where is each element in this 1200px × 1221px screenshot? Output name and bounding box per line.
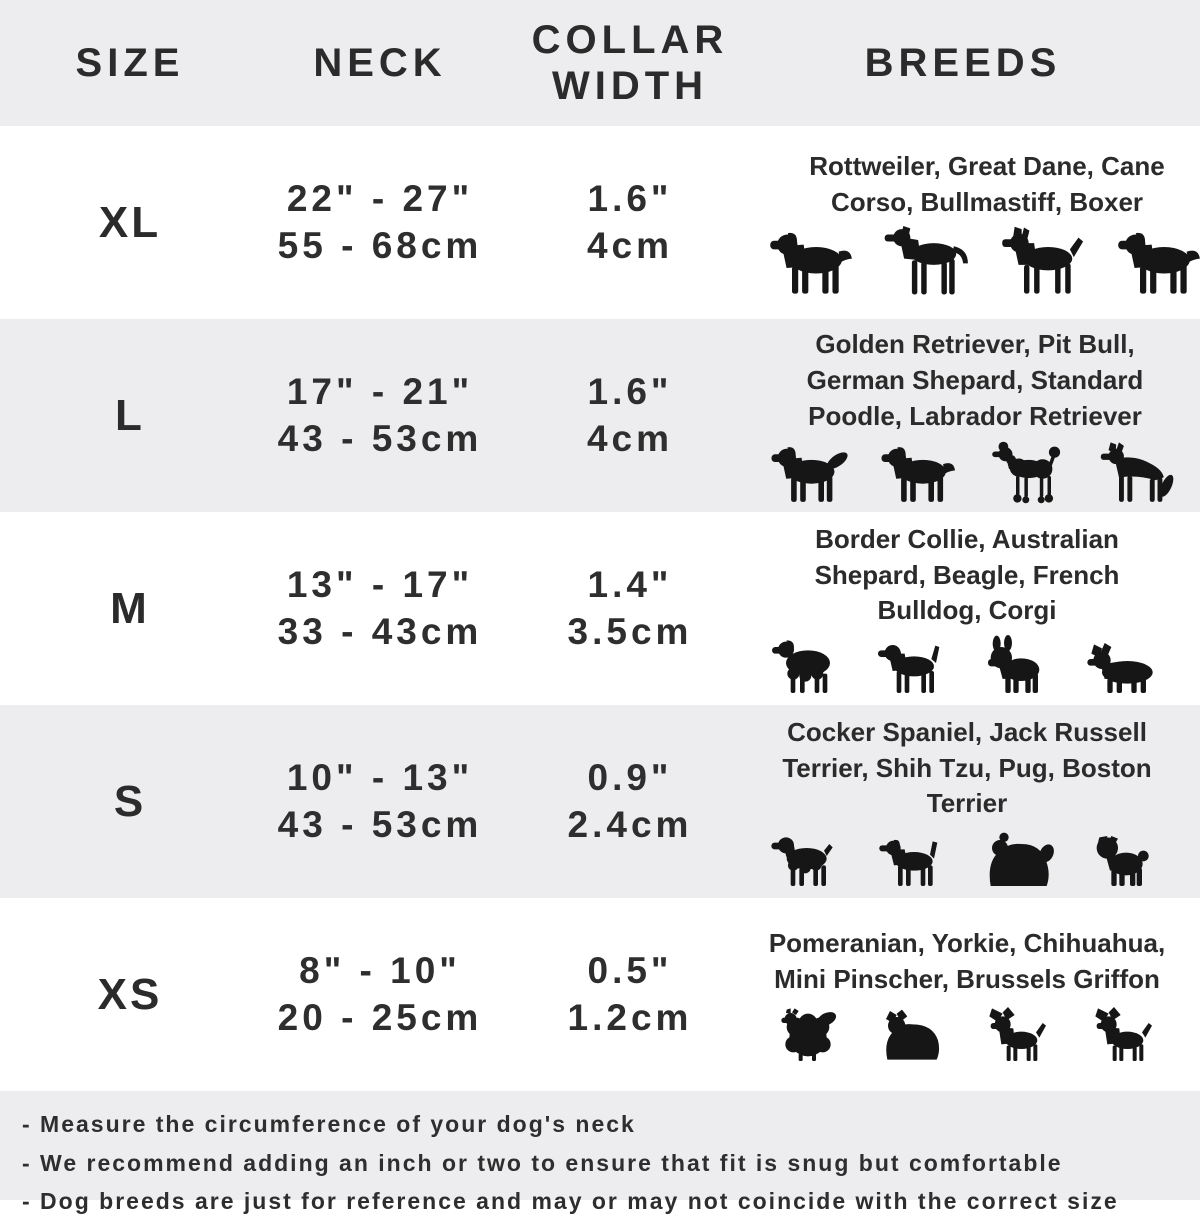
min-pinscher-icon	[1078, 1003, 1174, 1063]
column-header-neck: NECK	[313, 41, 447, 85]
pug-icon	[1078, 828, 1174, 888]
neck-cm: 43 - 53cm	[277, 417, 483, 459]
size-label: XS	[97, 969, 163, 1019]
neck-cm: 33 - 43cm	[277, 610, 483, 652]
collar-width-inches: 1.4"	[587, 564, 673, 606]
column-header-collar-width: COLLAR WIDTH	[531, 18, 729, 108]
breed-names: Golden Retriever, Pit Bull, German Shepa…	[806, 329, 1144, 431]
collar-width: 1.6" 4cm	[500, 176, 760, 269]
collar-width: 1.4" 3.5cm	[500, 562, 760, 655]
neck-range: 10" - 13" 43 - 53cm	[260, 755, 500, 848]
breed-names: Pomeranian, Yorkie, Chihuahua, Mini Pins…	[768, 927, 1166, 994]
collar-width-inches: 1.6"	[587, 371, 673, 413]
table-row-l: L 17" - 21" 43 - 53cm 1.6" 4cm Golden Re…	[0, 319, 1200, 512]
french-bulldog-icon	[972, 635, 1068, 695]
collar-width: 0.9" 2.4cm	[500, 755, 760, 848]
bullmastiff-icon	[1108, 226, 1200, 296]
neck-inches: 10" - 13"	[286, 757, 474, 799]
table-header: SIZE NECK COLLAR WIDTH BREEDS	[0, 0, 1200, 126]
neck-cm: 20 - 25cm	[277, 996, 483, 1038]
table-row-xl: XL 22" - 27" 55 - 68cm 1.6" 4cm Rottweil…	[0, 126, 1200, 319]
neck-cm: 55 - 68cm	[277, 224, 483, 266]
neck-range: 22" - 27" 55 - 68cm	[260, 176, 500, 269]
neck-inches: 17" - 21"	[286, 371, 474, 413]
breed-names: Rottweiler, Great Dane, Cane Corso, Bull…	[809, 150, 1165, 217]
yorkie-icon	[866, 1003, 962, 1063]
table-row-xs: XS 8" - 10" 20 - 25cm 0.5" 1.2cm Pomeran…	[0, 898, 1200, 1091]
golden-retriever-icon	[760, 441, 860, 504]
column-header-breeds: BREEDS	[864, 41, 1062, 85]
neck-inches: 8" - 10"	[299, 950, 461, 992]
collar-width-inches: 0.9"	[587, 757, 673, 799]
beagle-icon	[866, 635, 962, 695]
australian-shepherd-icon	[760, 635, 856, 695]
footer-notes: - Measure the circumference of your dog'…	[0, 1091, 1200, 1214]
cane-corso-icon	[992, 226, 1098, 296]
neck-range: 13" - 17" 33 - 43cm	[260, 562, 500, 655]
breeds-cell: Golden Retriever, Pit Bull, German Shepa…	[760, 327, 1200, 504]
size-label: S	[113, 776, 147, 826]
breed-names: Border Collie, Australian Shepard, Beagl…	[814, 523, 1120, 626]
collar-width-cm: 4cm	[586, 224, 674, 266]
breed-names: Cocker Spaniel, Jack Russell Terrier, Sh…	[782, 716, 1152, 819]
collar-width-cm: 3.5cm	[567, 610, 693, 652]
size-label: M	[110, 583, 150, 633]
table-row-s: S 10" - 13" 43 - 53cm 0.9" 2.4cm Cocker …	[0, 705, 1200, 898]
neck-range: 8" - 10" 20 - 25cm	[260, 948, 500, 1041]
dog-icons-row	[760, 828, 1174, 888]
collar-width: 0.5" 1.2cm	[500, 948, 760, 1041]
dog-icons-row	[760, 1003, 1174, 1063]
chihuahua-icon	[972, 1003, 1068, 1063]
neck-range: 17" - 21" 43 - 53cm	[260, 369, 500, 462]
note-recommend: - We recommend adding an inch or two to …	[22, 1149, 1063, 1176]
cocker-spaniel-icon	[760, 828, 856, 888]
note-measure: - Measure the circumference of your dog'…	[22, 1111, 636, 1137]
size-label: L	[115, 390, 145, 440]
german-shepherd-icon	[1090, 441, 1190, 504]
corgi-icon	[1078, 635, 1174, 695]
breeds-cell: Pomeranian, Yorkie, Chihuahua, Mini Pins…	[760, 926, 1200, 1064]
column-header-size: SIZE	[75, 41, 185, 85]
standard-poodle-icon	[980, 441, 1080, 504]
great-dane-icon	[876, 226, 982, 296]
rottweiler-icon	[760, 226, 866, 296]
collar-width-cm: 1.2cm	[567, 996, 693, 1038]
pit-bull-icon	[870, 441, 970, 504]
breeds-cell: Cocker Spaniel, Jack Russell Terrier, Sh…	[760, 715, 1200, 889]
note-reference: - Dog breeds are just for reference and …	[22, 1188, 1119, 1215]
neck-inches: 22" - 27"	[286, 178, 474, 220]
dog-icons-row	[760, 226, 1200, 296]
collar-width-inches: 1.6"	[587, 178, 673, 220]
collar-width-cm: 2.4cm	[567, 803, 693, 845]
neck-inches: 13" - 17"	[286, 564, 474, 606]
dog-icons-row	[760, 441, 1190, 504]
table-row-m: M 13" - 17" 33 - 43cm 1.4" 3.5cm Border …	[0, 512, 1200, 705]
dog-icons-row	[760, 635, 1174, 695]
jack-russell-icon	[866, 828, 962, 888]
neck-cm: 43 - 53cm	[277, 803, 483, 845]
breeds-cell: Rottweiler, Great Dane, Cane Corso, Bull…	[760, 149, 1200, 297]
collar-width-inches: 0.5"	[587, 950, 673, 992]
collar-width-cm: 4cm	[586, 417, 674, 459]
size-label: XL	[98, 197, 162, 247]
shih-tzu-icon	[972, 828, 1068, 888]
breeds-cell: Border Collie, Australian Shepard, Beagl…	[760, 522, 1200, 696]
pomeranian-icon	[760, 1003, 856, 1063]
collar-width: 1.6" 4cm	[500, 369, 760, 462]
